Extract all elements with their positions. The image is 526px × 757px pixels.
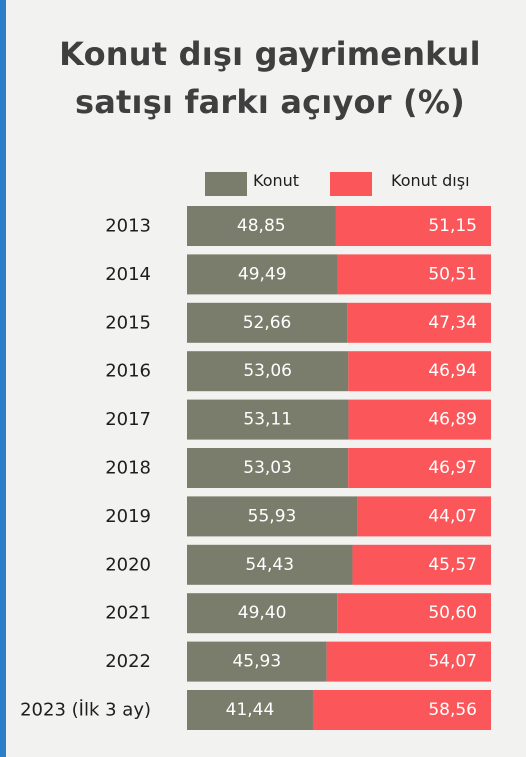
bar-konut-disi <box>326 641 491 682</box>
data-label-konut-disi: 50,60 <box>428 603 477 623</box>
bar-konut <box>187 641 327 682</box>
legend-label-konut: Konut <box>253 171 300 190</box>
category-label: 2016 <box>105 361 151 382</box>
data-label-konut: 49,49 <box>238 264 287 284</box>
bar-konut-disi <box>335 206 491 246</box>
bar-konut <box>187 544 353 585</box>
data-label-konut-disi: 46,97 <box>428 458 477 478</box>
bar-konut <box>187 206 336 246</box>
bar-konut-disi <box>337 593 491 634</box>
bar-konut <box>187 496 358 537</box>
data-label-konut: 52,66 <box>243 313 292 333</box>
data-label-konut-disi: 51,15 <box>428 216 477 236</box>
bar-konut <box>187 254 338 295</box>
bar-konut <box>187 302 348 343</box>
data-label-konut: 55,93 <box>248 506 297 526</box>
data-label-konut-disi: 46,89 <box>428 410 477 430</box>
data-label-konut: 41,44 <box>226 700 275 720</box>
data-label-konut-disi: 47,34 <box>428 313 477 333</box>
data-label-konut-disi: 46,94 <box>428 361 477 381</box>
left-edge-accent <box>0 0 6 757</box>
category-label: 2019 <box>105 506 151 527</box>
category-label: 2013 <box>105 216 151 237</box>
chart-title-line-1: Konut dışı gayrimenkul <box>59 35 481 73</box>
data-label-konut: 53,03 <box>243 458 292 478</box>
category-label: 2014 <box>105 264 151 285</box>
data-label-konut: 48,85 <box>237 216 286 236</box>
data-label-konut-disi: 45,57 <box>428 555 477 575</box>
legend-swatch-konut-disi <box>330 172 372 196</box>
data-label-konut: 54,43 <box>245 555 294 575</box>
category-label: 2017 <box>105 409 151 430</box>
category-label: 2021 <box>105 603 151 624</box>
bar-konut-disi <box>312 690 491 730</box>
bar-konut-disi <box>337 254 491 295</box>
category-label: 2023 (İlk 3 ay) <box>20 700 151 721</box>
bar-konut-disi <box>348 351 491 392</box>
data-label-konut: 53,06 <box>243 361 292 381</box>
category-label: 2015 <box>105 312 151 333</box>
bar-konut <box>187 593 338 634</box>
legend-swatch-konut <box>205 172 247 196</box>
data-label-konut: 45,93 <box>232 652 281 672</box>
data-label-konut: 53,11 <box>243 410 292 430</box>
bar-konut-disi <box>352 544 491 585</box>
data-label-konut-disi: 50,51 <box>428 264 477 284</box>
bar-konut-disi <box>357 496 491 537</box>
bar-konut-disi <box>347 302 491 343</box>
data-label-konut-disi: 58,56 <box>428 700 477 720</box>
bar-konut <box>187 351 349 392</box>
data-label-konut-disi: 44,07 <box>428 506 477 526</box>
legend-label-konut-disi: Konut dışı <box>391 171 470 190</box>
data-label-konut: 49,40 <box>238 603 287 623</box>
bar-konut-disi <box>348 448 491 488</box>
bar-konut <box>187 448 349 488</box>
chart-title-line-2: satışı farkı açıyor (%) <box>75 83 465 121</box>
category-label: 2018 <box>105 458 151 479</box>
bar-konut <box>187 690 313 730</box>
data-label-konut-disi: 54,07 <box>428 652 477 672</box>
bar-konut <box>187 399 349 440</box>
category-label: 2022 <box>105 651 151 672</box>
bar-konut-disi <box>348 399 491 440</box>
category-label: 2020 <box>105 554 151 575</box>
